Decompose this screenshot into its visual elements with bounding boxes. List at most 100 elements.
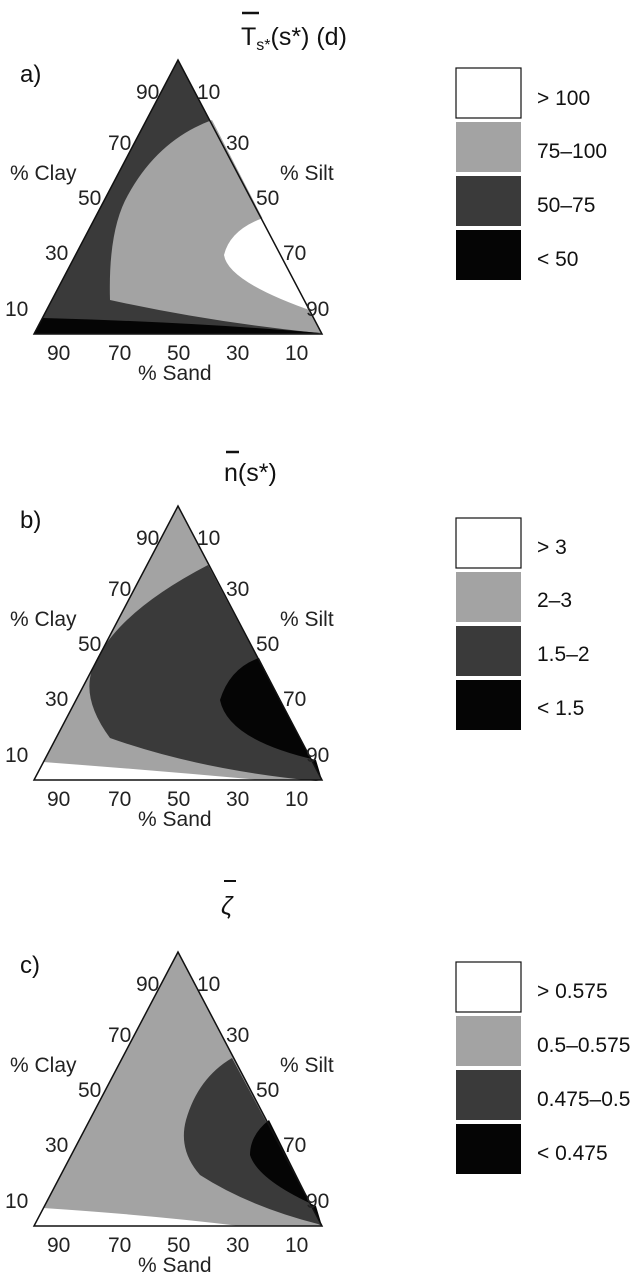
legend-swatch	[456, 1016, 521, 1066]
bottom-tick: 70	[108, 788, 131, 811]
right-tick: 90	[306, 298, 329, 321]
right-tick: 90	[306, 1190, 329, 1213]
right-tick: 50	[256, 633, 279, 656]
right-tick: 30	[226, 1024, 249, 1047]
chart-title: n(s*)	[224, 459, 277, 487]
left-tick: 70	[108, 1024, 131, 1047]
triangle-outline	[32, 504, 324, 781]
legend-label: < 0.475	[537, 1142, 608, 1165]
legend-swatch	[456, 176, 521, 226]
chart-title: Ts*(s*) (d)	[241, 23, 347, 54]
bottom-tick: 30	[226, 342, 249, 365]
left-tick: 90	[136, 81, 159, 104]
right-tick: 10	[197, 973, 220, 996]
panel-c: ζ c) % Clay % Silt % Sand 90 70 50 30 10…	[5, 880, 630, 1277]
chart-title: ζ	[221, 892, 234, 920]
legend-swatch	[455, 517, 522, 569]
axis-label-silt: % Silt	[280, 608, 334, 631]
right-tick: 50	[256, 187, 279, 210]
legend-swatch	[456, 572, 521, 622]
bottom-tick: 70	[108, 342, 131, 365]
right-tick: 50	[256, 1079, 279, 1102]
bottom-tick: 90	[47, 788, 70, 811]
region-gt100	[224, 218, 315, 312]
bottom-tick: 30	[226, 788, 249, 811]
legend-swatch	[455, 961, 522, 1013]
left-tick: 90	[136, 973, 159, 996]
legend-label: 0.475–0.5	[537, 1088, 630, 1111]
axis-label-sand: % Sand	[138, 362, 212, 385]
legend-swatch	[456, 626, 521, 676]
right-tick: 70	[283, 242, 306, 265]
legend-swatch	[456, 230, 521, 280]
bottom-tick: 70	[108, 1234, 131, 1257]
right-tick: 70	[283, 688, 306, 711]
legend-swatch	[456, 122, 521, 172]
left-tick: 70	[108, 578, 131, 601]
legend: > 100 75–100 50–75 < 50	[455, 67, 607, 280]
right-tick: 70	[283, 1134, 306, 1157]
region-gt0.575	[34, 1208, 240, 1226]
axis-label-sand: % Sand	[138, 808, 212, 831]
left-tick: 30	[45, 242, 68, 265]
right-tick: 10	[197, 527, 220, 550]
axis-label-clay: % Clay	[10, 608, 77, 631]
legend-label: > 3	[537, 536, 567, 559]
legend-label: 0.5–0.575	[537, 1034, 630, 1057]
axis-label-clay: % Clay	[10, 1054, 77, 1077]
left-tick: 50	[78, 1079, 101, 1102]
axis-label-sand: % Sand	[138, 1254, 212, 1277]
panel-label: b)	[20, 507, 41, 534]
left-tick: 30	[45, 688, 68, 711]
right-tick: 90	[306, 744, 329, 767]
bottom-tick: 10	[285, 788, 308, 811]
axis-label-silt: % Silt	[280, 1054, 334, 1077]
left-tick: 30	[45, 1134, 68, 1157]
legend: > 3 2–3 1.5–2 < 1.5	[455, 517, 590, 730]
right-tick: 30	[226, 132, 249, 155]
region-lt1.5	[220, 658, 322, 780]
left-tick: 50	[78, 187, 101, 210]
legend-swatch	[456, 680, 521, 730]
panel-a: Ts*(s*) (d) a) % Clay % Silt % Sand 90 7…	[5, 11, 607, 385]
legend-label: 50–75	[537, 194, 595, 217]
right-tick: 10	[197, 81, 220, 104]
legend-swatch	[456, 1070, 521, 1120]
bottom-tick: 10	[285, 1234, 308, 1257]
left-tick: 10	[5, 298, 28, 321]
bottom-tick: 50	[167, 1234, 190, 1257]
legend-label: 1.5–2	[537, 643, 590, 666]
panel-label: a)	[20, 61, 41, 88]
triangle-outline	[32, 950, 324, 1227]
legend-label: > 100	[537, 87, 590, 110]
region-lt50	[34, 318, 321, 334]
bottom-tick: 50	[167, 342, 190, 365]
left-tick: 10	[5, 744, 28, 767]
right-tick: 30	[226, 578, 249, 601]
left-tick: 70	[108, 132, 131, 155]
legend-label: > 0.575	[537, 980, 608, 1003]
bottom-tick: 10	[285, 342, 308, 365]
left-tick: 90	[136, 527, 159, 550]
triangle-outline	[32, 58, 324, 335]
bottom-tick: 30	[226, 1234, 249, 1257]
bottom-tick: 50	[167, 788, 190, 811]
legend-label: 75–100	[537, 140, 607, 163]
legend-label: 2–3	[537, 589, 572, 612]
left-tick: 50	[78, 633, 101, 656]
axis-label-clay: % Clay	[10, 162, 77, 185]
region-lt0.475	[250, 1120, 322, 1226]
legend: > 0.575 0.5–0.575 0.475–0.5 < 0.475	[455, 961, 630, 1174]
legend-swatch	[455, 67, 522, 119]
left-tick: 10	[5, 1190, 28, 1213]
bottom-tick: 90	[47, 342, 70, 365]
bottom-tick: 90	[47, 1234, 70, 1257]
axis-label-silt: % Silt	[280, 162, 334, 185]
legend-swatch	[456, 1124, 521, 1174]
legend-label: < 1.5	[537, 697, 584, 720]
panel-b: n(s*) b) % Clay % Silt % Sand 90 70 50 3…	[5, 450, 590, 831]
region-gt3	[34, 762, 260, 780]
panel-label: c)	[20, 952, 40, 979]
legend-label: < 50	[537, 248, 578, 271]
